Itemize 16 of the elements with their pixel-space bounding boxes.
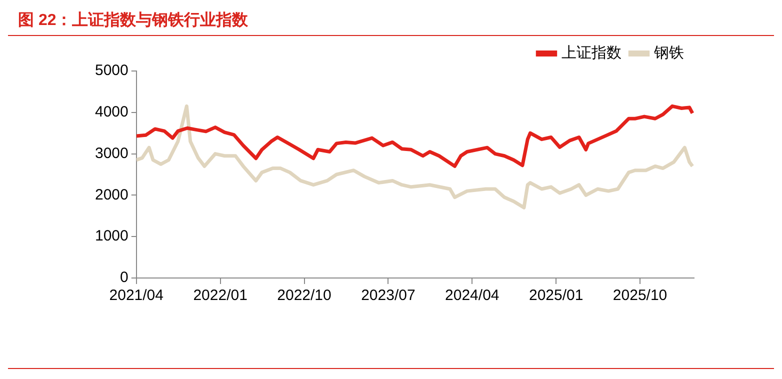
- legend-label: 上证指数: [562, 44, 622, 62]
- x-tick-label: 2025/01: [528, 287, 584, 304]
- x-tick-label: 2021/04: [109, 287, 164, 304]
- legend-label: 钢铁: [653, 44, 684, 62]
- x-tick-label: 2022/01: [193, 287, 248, 304]
- chart-title: 图 22：上证指数与钢铁行业指数: [17, 10, 250, 31]
- x-tick-label: 2025/10: [612, 287, 668, 304]
- y-tick-label: 1000: [94, 228, 128, 245]
- x-tick-label: 2022/10: [277, 287, 332, 304]
- y-tick-label: 5000: [94, 62, 128, 80]
- x-tick-label: 2023/07: [361, 287, 416, 304]
- y-tick-label: 3000: [94, 144, 128, 162]
- y-tick-label: 2000: [94, 186, 128, 204]
- x-tick-label: 2024/04: [445, 287, 500, 304]
- y-tick-label: 4000: [94, 104, 128, 121]
- y-tick-label: 0: [120, 269, 128, 286]
